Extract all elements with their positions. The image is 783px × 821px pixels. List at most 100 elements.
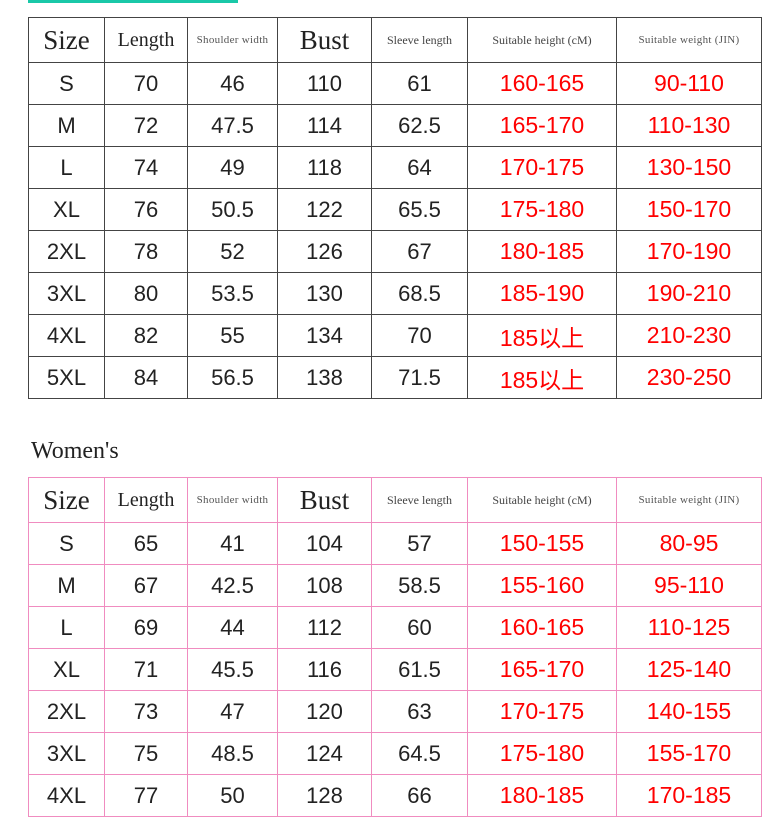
cell-sleeve-length: 60	[371, 606, 468, 649]
cell-size: L	[28, 606, 105, 649]
cell-length: 75	[104, 732, 188, 775]
cell-sleeve-length: 70	[371, 314, 468, 357]
header-bust: Bust	[277, 17, 372, 63]
cell-shoulder-width: 41	[187, 522, 278, 565]
cell-bust: 124	[277, 732, 372, 775]
cell-bust: 108	[277, 564, 372, 607]
cell-length: 67	[104, 564, 188, 607]
cell-bust: 116	[277, 648, 372, 691]
cell-suitable-height: 170-175	[467, 690, 617, 733]
table-row: M 67 42.5 108 58.5 155-160 95-110	[28, 564, 762, 607]
cell-bust: 118	[277, 146, 372, 189]
men-size-table: Size Length Shoulder width Bust Sleeve lengt…	[28, 17, 762, 399]
header-suitable-height: Suitable height (cM)	[467, 17, 617, 63]
cell-suitable-height: 165-170	[467, 104, 617, 147]
cell-size: 4XL	[28, 774, 105, 817]
header-suitable-height: Suitable height (cM)	[467, 477, 617, 523]
table-row: 2XL 78 52 126 67 180-185 170-190	[28, 230, 762, 273]
cell-size: 4XL	[28, 314, 105, 357]
cell-suitable-height: 160-165	[467, 62, 617, 105]
cell-bust: 112	[277, 606, 372, 649]
cell-suitable-weight: 110-125	[616, 606, 762, 649]
cell-shoulder-width: 46	[187, 62, 278, 105]
cell-length: 65	[104, 522, 188, 565]
cell-length: 72	[104, 104, 188, 147]
header-length: Length	[104, 477, 188, 523]
women-size-table: Size Length Shoulder width Bust Sleeve lengt…	[28, 477, 762, 817]
header-size: Size	[28, 477, 105, 523]
cell-size: 2XL	[28, 230, 105, 273]
header-shoulder-width: Shoulder width	[187, 477, 278, 523]
cell-suitable-weight: 170-190	[616, 230, 762, 273]
cell-suitable-weight: 170-185	[616, 774, 762, 817]
cell-length: 78	[104, 230, 188, 273]
cell-suitable-weight: 230-250	[616, 356, 762, 399]
cell-suitable-weight: 140-155	[616, 690, 762, 733]
cell-shoulder-width: 50.5	[187, 188, 278, 231]
cell-sleeve-length: 63	[371, 690, 468, 733]
cell-sleeve-length: 64	[371, 146, 468, 189]
table-row: 2XL 73 47 120 63 170-175 140-155	[28, 690, 762, 733]
cell-suitable-height: 180-185	[467, 774, 617, 817]
table-row: XL 71 45.5 116 61.5 165-170 125-140	[28, 648, 762, 691]
table-row: 4XL 82 55 134 70 185以上 210-230	[28, 314, 762, 357]
header-row: Size Length Shoulder width Bust Sleeve lengt…	[28, 477, 762, 523]
cell-length: 76	[104, 188, 188, 231]
cell-bust: 134	[277, 314, 372, 357]
header-sleeve-length: Sleeve length	[371, 17, 468, 63]
cell-size: S	[28, 62, 105, 105]
cell-suitable-height: 175-180	[467, 188, 617, 231]
cell-sleeve-length: 58.5	[371, 564, 468, 607]
table-row: M 72 47.5 114 62.5 165-170 110-130	[28, 104, 762, 147]
cell-suitable-weight: 190-210	[616, 272, 762, 315]
cell-shoulder-width: 47.5	[187, 104, 278, 147]
cell-size: L	[28, 146, 105, 189]
cell-size: XL	[28, 188, 105, 231]
cell-shoulder-width: 45.5	[187, 648, 278, 691]
cell-sleeve-length: 68.5	[371, 272, 468, 315]
cell-shoulder-width: 55	[187, 314, 278, 357]
cell-suitable-weight: 90-110	[616, 62, 762, 105]
cell-sleeve-length: 62.5	[371, 104, 468, 147]
cell-size: 3XL	[28, 732, 105, 775]
women-section-title: Women's	[31, 438, 119, 464]
cell-suitable-weight: 80-95	[616, 522, 762, 565]
cell-suitable-height: 185以上	[467, 314, 617, 357]
header-row: Size Length Shoulder width Bust Sleeve lengt…	[28, 17, 762, 63]
cell-sleeve-length: 65.5	[371, 188, 468, 231]
cell-bust: 120	[277, 690, 372, 733]
cell-size: M	[28, 104, 105, 147]
cell-shoulder-width: 50	[187, 774, 278, 817]
cell-suitable-height: 175-180	[467, 732, 617, 775]
accent-bar	[28, 0, 238, 3]
cell-suitable-height: 185以上	[467, 356, 617, 399]
cell-suitable-height: 155-160	[467, 564, 617, 607]
header-sleeve-length: Sleeve length	[371, 477, 468, 523]
cell-shoulder-width: 47	[187, 690, 278, 733]
cell-bust: 128	[277, 774, 372, 817]
cell-bust: 130	[277, 272, 372, 315]
cell-size: XL	[28, 648, 105, 691]
cell-sleeve-length: 57	[371, 522, 468, 565]
cell-sleeve-length: 61	[371, 62, 468, 105]
cell-size: 5XL	[28, 356, 105, 399]
cell-size: S	[28, 522, 105, 565]
table-row: XL 76 50.5 122 65.5 175-180 150-170	[28, 188, 762, 231]
table-row: 4XL 77 50 128 66 180-185 170-185	[28, 774, 762, 817]
cell-suitable-height: 170-175	[467, 146, 617, 189]
header-size: Size	[28, 17, 105, 63]
cell-suitable-weight: 150-170	[616, 188, 762, 231]
cell-suitable-height: 185-190	[467, 272, 617, 315]
cell-suitable-height: 165-170	[467, 648, 617, 691]
cell-length: 77	[104, 774, 188, 817]
table-row: L 69 44 112 60 160-165 110-125	[28, 606, 762, 649]
cell-suitable-weight: 210-230	[616, 314, 762, 357]
cell-sleeve-length: 67	[371, 230, 468, 273]
table-row: S 65 41 104 57 150-155 80-95	[28, 522, 762, 565]
cell-bust: 114	[277, 104, 372, 147]
cell-shoulder-width: 44	[187, 606, 278, 649]
cell-suitable-height: 160-165	[467, 606, 617, 649]
cell-length: 80	[104, 272, 188, 315]
cell-sleeve-length: 66	[371, 774, 468, 817]
cell-length: 73	[104, 690, 188, 733]
